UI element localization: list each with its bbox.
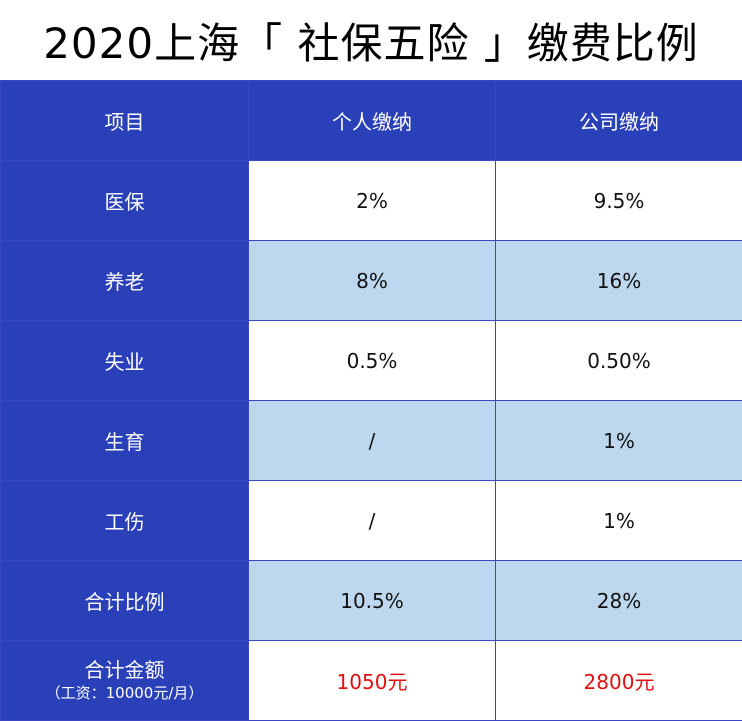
table-row: 医保 2% 9.5% <box>0 160 742 241</box>
company-rate: 0.50% <box>495 320 742 401</box>
header-personal: 个人缴纳 <box>248 80 496 161</box>
table-row: 生育 / 1% <box>0 400 742 481</box>
row-label: 合计比例 <box>0 560 249 641</box>
table-row: 工伤 / 1% <box>0 480 742 561</box>
total-rate-row: 合计比例 10.5% 28% <box>0 560 742 641</box>
table-row: 失业 0.5% 0.50% <box>0 320 742 401</box>
salary-note: （工资：10000元/月） <box>45 683 204 702</box>
company-total-amount-cell: 2800元 <box>495 640 742 721</box>
personal-rate: 0.5% <box>248 320 496 401</box>
header-item: 项目 <box>0 80 249 161</box>
total-amount-row: 合计金额 （工资：10000元/月） 1050元 2800元 <box>0 640 742 721</box>
personal-rate: / <box>248 400 496 481</box>
company-total-amount: 2800元 <box>583 670 655 694</box>
row-label: 失业 <box>0 320 249 401</box>
personal-total-amount-cell: 1050元 <box>248 640 496 721</box>
row-label: 养老 <box>0 240 249 321</box>
personal-total-amount: 1050元 <box>336 670 408 694</box>
personal-rate: 8% <box>248 240 496 321</box>
table-row: 养老 8% 16% <box>0 240 742 321</box>
row-label: 医保 <box>0 160 249 241</box>
total-amount-label: 合计金额 <box>84 657 165 682</box>
company-rate: 9.5% <box>495 160 742 241</box>
row-label: 生育 <box>0 400 249 481</box>
header-company: 公司缴纳 <box>495 80 742 161</box>
table-header-row: 项目 个人缴纳 公司缴纳 <box>0 80 742 161</box>
personal-rate: 2% <box>248 160 496 241</box>
company-rate: 1% <box>495 480 742 561</box>
page-title: 2020上海「 社保五险 」缴费比例 <box>43 18 699 68</box>
personal-total-rate: 10.5% <box>248 560 496 641</box>
contribution-table: 项目 个人缴纳 公司缴纳 医保 2% 9.5% 养老 8% 16% 失业 0.5… <box>0 80 742 721</box>
company-rate: 16% <box>495 240 742 321</box>
row-label: 工伤 <box>0 480 249 561</box>
company-total-rate: 28% <box>495 560 742 641</box>
total-amount-label-cell: 合计金额 （工资：10000元/月） <box>0 640 249 721</box>
personal-rate: / <box>248 480 496 561</box>
company-rate: 1% <box>495 400 742 481</box>
